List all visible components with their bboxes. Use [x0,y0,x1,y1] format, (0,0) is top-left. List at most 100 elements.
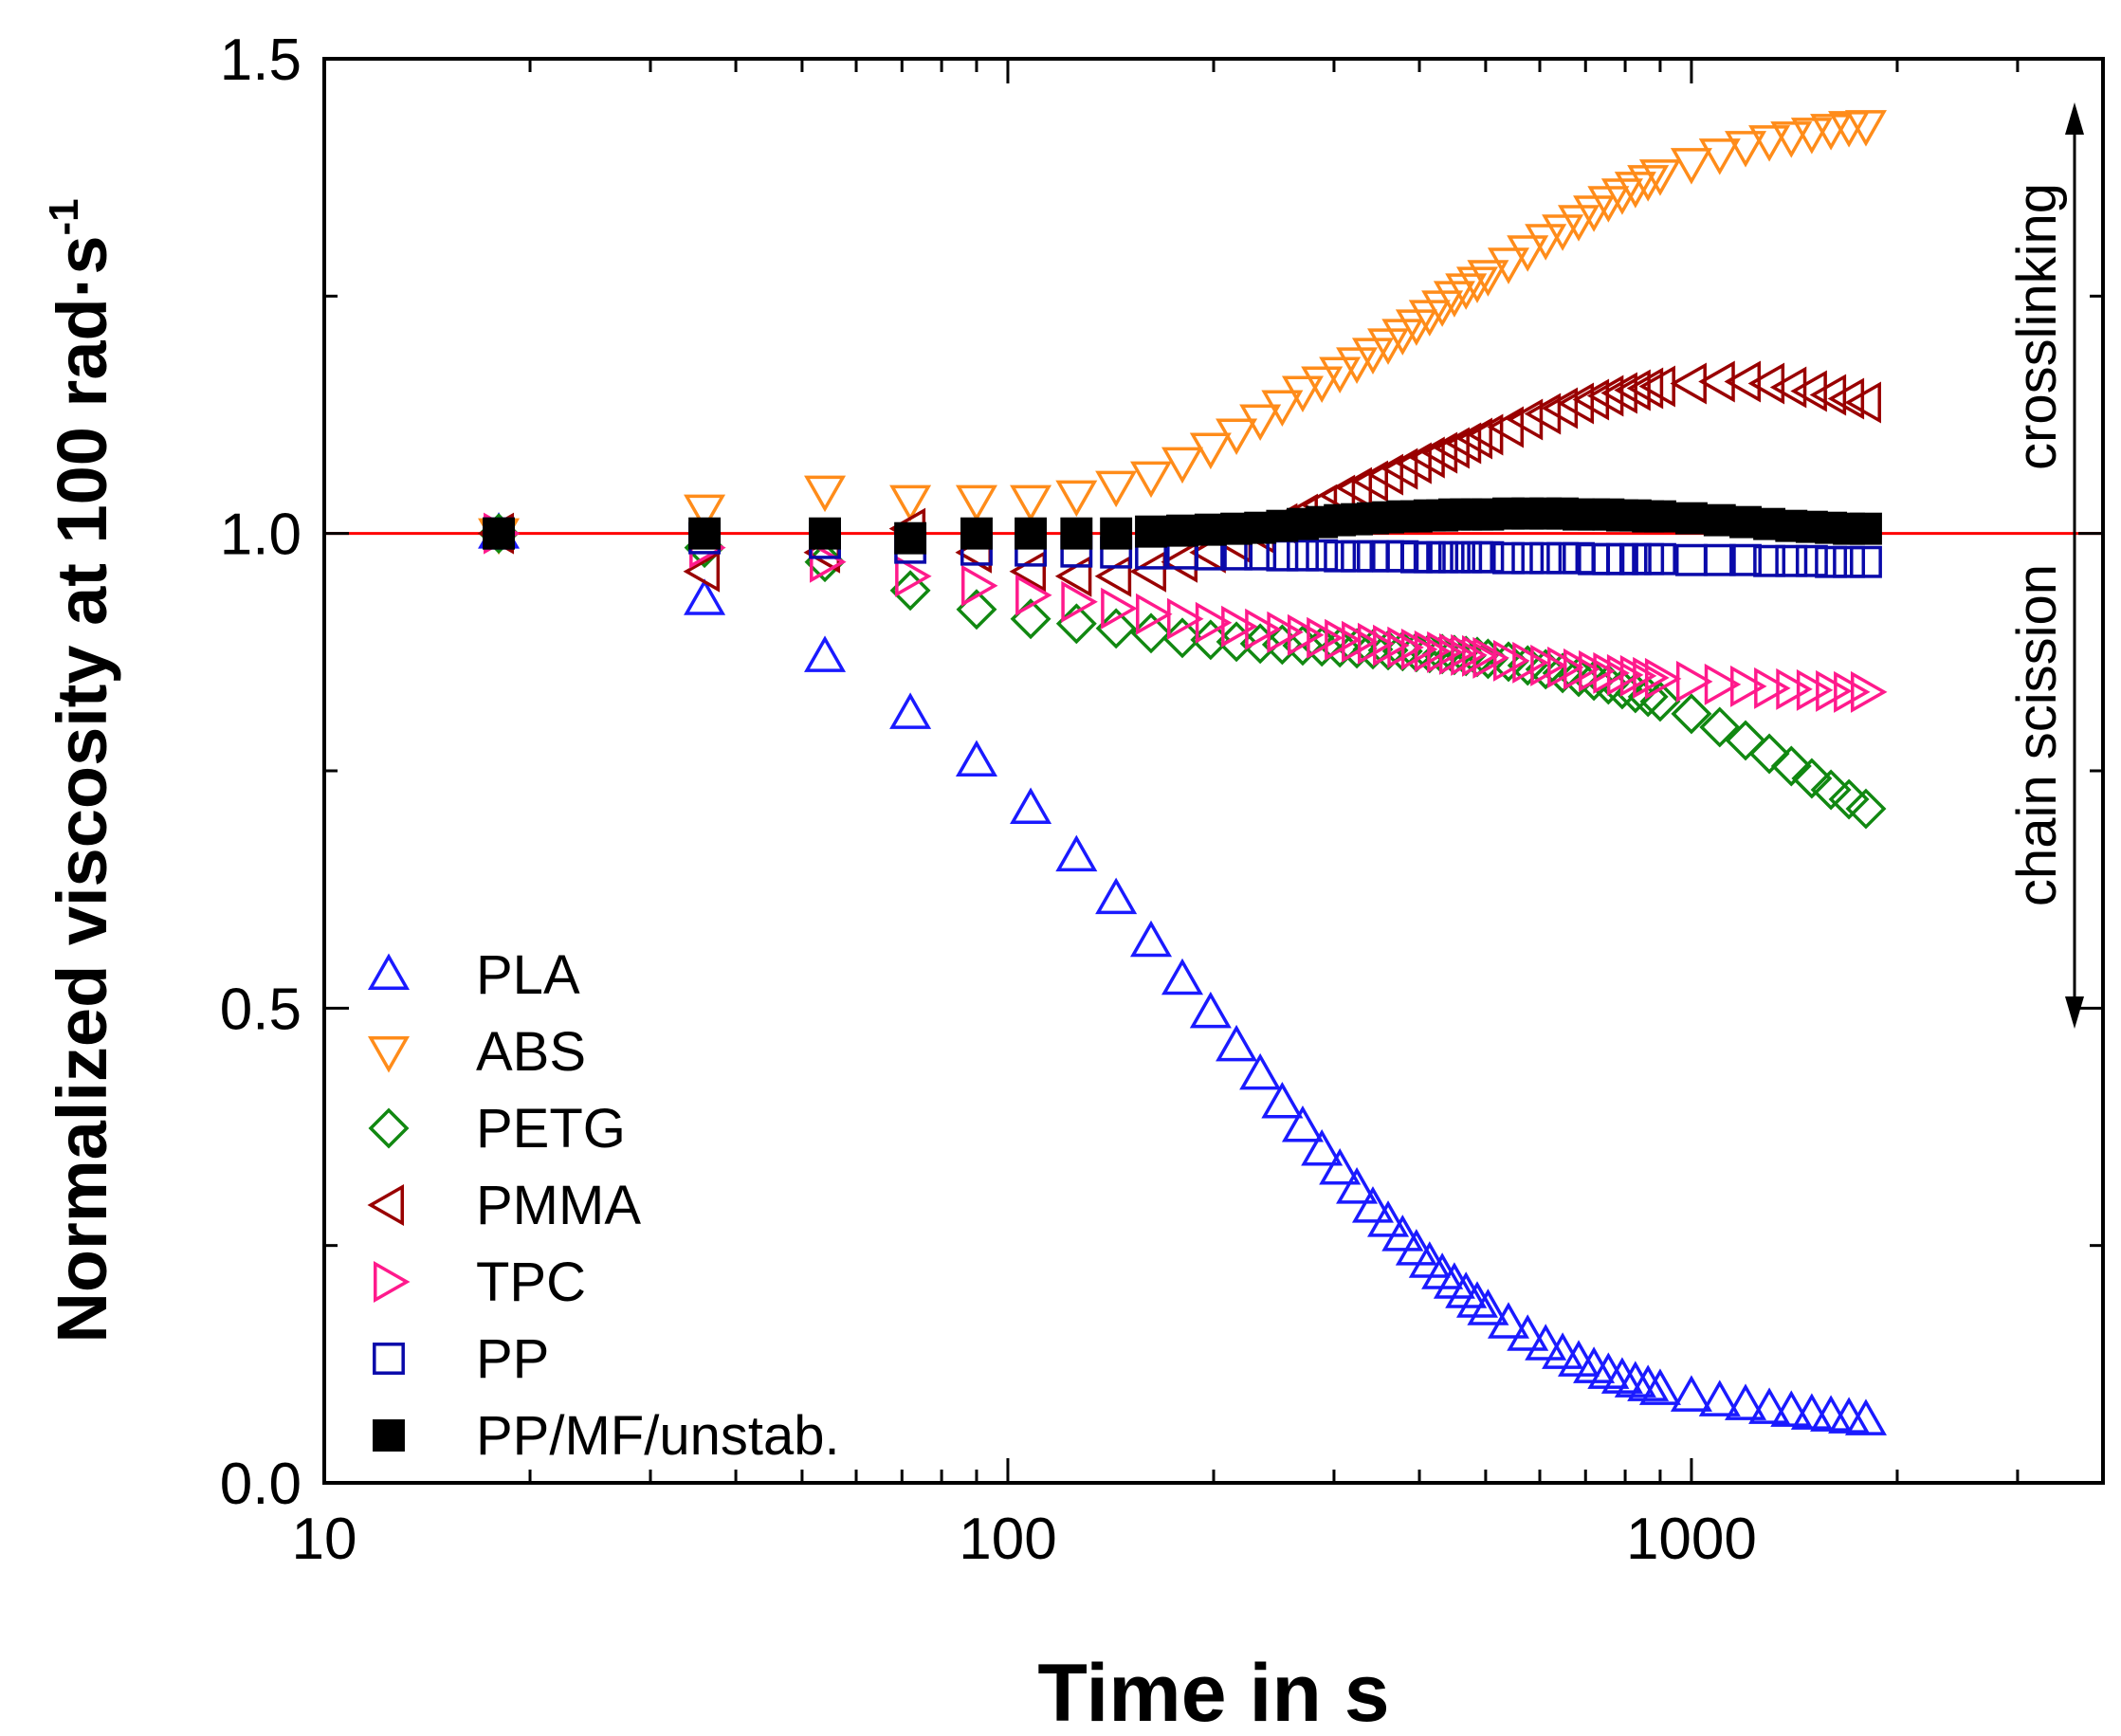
data-point [1833,545,1866,578]
data-point [1239,404,1282,442]
data-point [1462,634,1499,677]
x-tick-label: 100 [959,1507,1056,1572]
data-point [1216,1024,1258,1062]
data-point [1644,657,1682,700]
legend-label: ABS [476,1021,586,1083]
data-point [1770,745,1812,787]
data-point [1130,461,1173,499]
data-point [1606,653,1644,696]
data-point [1492,541,1525,575]
data-point [804,635,847,672]
data-point [1216,418,1258,456]
series-tpc [484,512,1888,713]
data-point [810,540,847,583]
data-point [1055,480,1098,518]
data-point [1319,356,1362,393]
data-point [1844,381,1881,424]
data-point [1455,1281,1499,1318]
data-point [1472,540,1505,574]
data-point [1433,281,1475,318]
data-point [1770,1390,1813,1427]
data-point [1850,670,1888,713]
x-axis: 10 100 1000 [292,59,2105,1572]
series-abs [478,110,1887,556]
data-point [1557,205,1600,242]
data-point [1055,834,1098,872]
legend-label: PMMA [476,1175,641,1236]
legend-marker [373,1419,405,1452]
data-point [1790,370,1827,412]
data-point [1414,630,1452,672]
data-point [1542,1332,1584,1369]
annotation-upper-label: crosslinking [2006,183,2068,470]
y-tick-label: 0.5 [220,977,302,1042]
data-point [688,517,722,550]
data-point [1753,544,1786,577]
data-point [1267,611,1304,653]
data-point [1670,148,1712,185]
x-tick-label: 1000 [1626,1507,1757,1572]
data-point [1455,266,1499,303]
data-point [1675,660,1713,703]
data-point [1790,1393,1833,1430]
data-point [1387,626,1424,668]
data-point [1319,1148,1362,1185]
data-point [1815,545,1848,578]
data-point [1704,663,1742,705]
y-axis-title: Normalized viscosity at 100 rad·s [43,236,121,1343]
data-point [1351,460,1388,503]
data-point [1729,543,1762,576]
data-point [1010,787,1052,825]
data-point [1451,633,1488,676]
data-point [1487,1302,1530,1339]
data-point [1245,608,1282,650]
data-point [1627,165,1670,202]
data-point [1135,515,1167,548]
annotation-lower-label: chain scission [2006,564,2068,906]
data-point [1754,667,1791,709]
data-point [1307,616,1344,659]
data-point [1512,641,1549,684]
y-axis: 0.0 0.5 1.0 1.5 [220,27,2103,1517]
data-point [1167,597,1204,640]
data-point [1748,125,1791,162]
legend-marker [367,953,411,990]
data-point [1015,574,1052,616]
svg-text:Normalized viscosity at 100 ra: Normalized viscosity at 100 rad·s-1 [41,198,121,1343]
data-point [1638,365,1675,408]
data-point [1557,1340,1600,1377]
legend-marker [368,1107,410,1149]
data-point [1670,362,1707,405]
data-point [1626,367,1664,410]
data-point [1306,539,1339,572]
x-tick-label: 10 [292,1507,357,1572]
data-point [1487,247,1530,284]
data-point [1850,512,1882,545]
data-point [804,475,847,513]
data-point [1703,503,1736,537]
data-point [1287,613,1325,656]
data-point [1472,636,1509,679]
data-point [1261,390,1304,428]
legend-label: PP [476,1328,549,1390]
data-point [1261,1081,1304,1119]
data-point [1775,544,1808,577]
data-point [1593,651,1630,694]
y-axis-title-group: Normalized viscosity at 100 rad·s-1 [41,198,121,1343]
data-point [1698,138,1741,175]
data-point [1095,877,1138,915]
legend-marker [374,1260,411,1304]
data-point [1524,393,1562,435]
data-point [955,484,997,522]
data-point [1221,605,1258,648]
data-point [1095,470,1138,508]
data-point [1770,121,1813,158]
data-point [889,692,932,729]
data-point [684,494,726,532]
data-point [1542,214,1584,251]
data-point [1525,224,1567,261]
data-point [1816,669,1853,712]
data-point [1541,387,1579,429]
data-point [1670,1375,1712,1412]
